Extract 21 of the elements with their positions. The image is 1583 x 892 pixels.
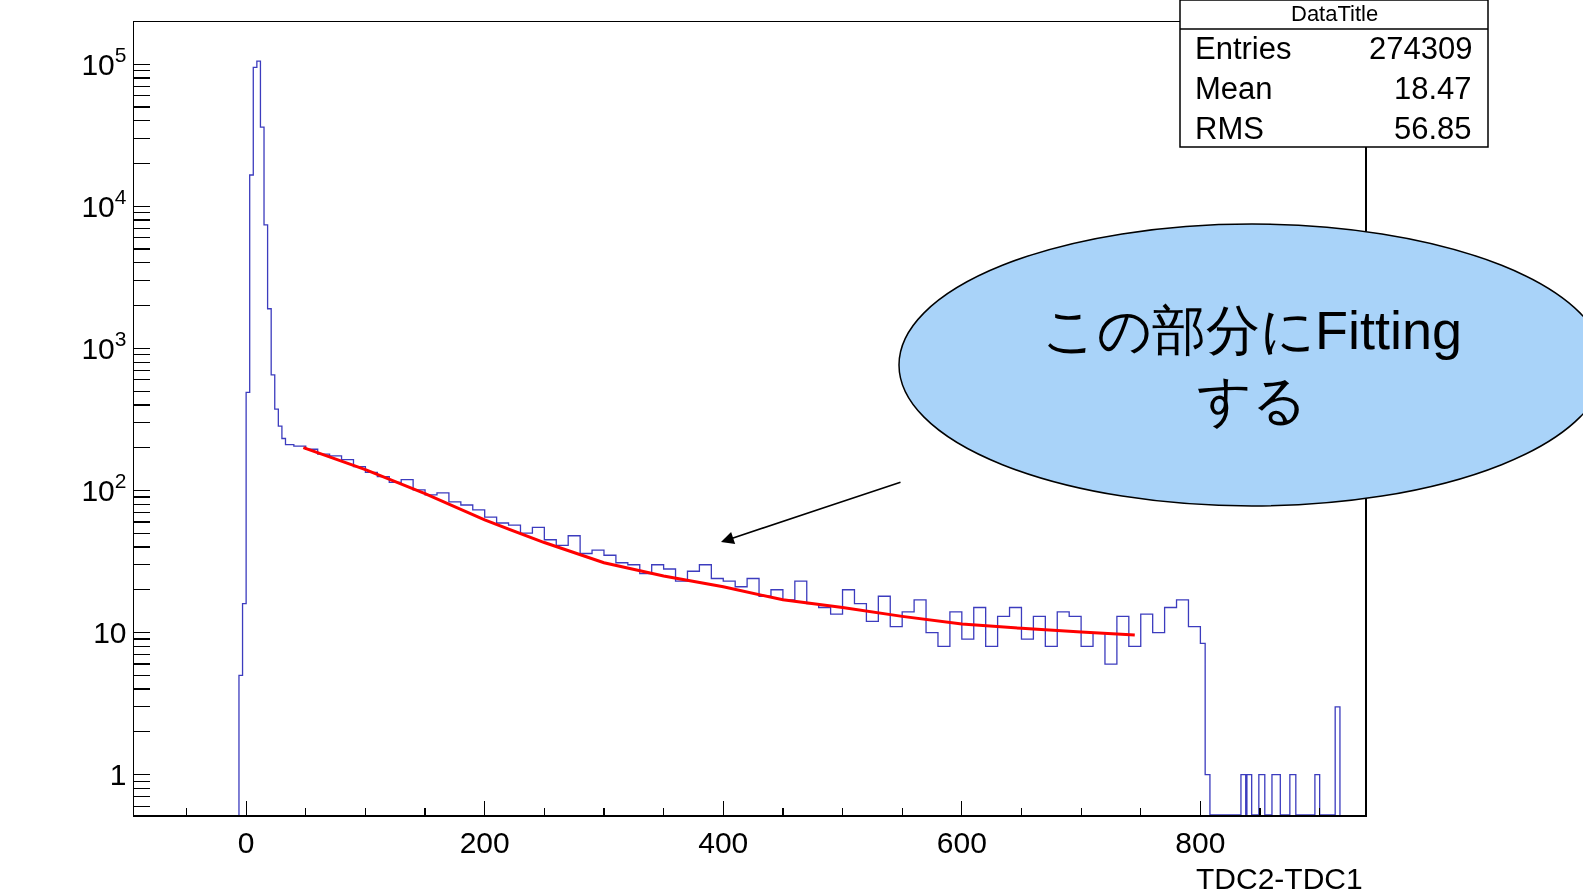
text: 18.47 xyxy=(1394,71,1472,106)
x-axis-title: TDC2-TDC1 xyxy=(1196,862,1363,892)
y-tick-label: 10 xyxy=(93,616,127,650)
y-tick-label: 10$^{5}$ xyxy=(81,43,127,81)
x-tick-label: 400 xyxy=(698,825,749,859)
x-tick-label: 800 xyxy=(1175,825,1226,859)
text: 56.85 xyxy=(1394,111,1472,146)
y-tick-label: 10$^{2}$ xyxy=(81,469,127,507)
annotation: DataTitle xyxy=(1291,1,1379,26)
x-tick-label: 200 xyxy=(459,825,510,859)
annotation: RMS xyxy=(1195,111,1264,146)
annotation: Entries xyxy=(1195,31,1292,66)
x-tick-label: 0 xyxy=(237,825,255,859)
line-series xyxy=(301,446,1137,637)
annotation: Mean xyxy=(1195,71,1273,106)
y-tick-label: 1 xyxy=(109,758,127,792)
text: 274309 xyxy=(1369,31,1473,66)
y-tick-label: 10$^{4}$ xyxy=(81,185,127,223)
y-tick-label: 10$^{3}$ xyxy=(81,327,127,365)
x-tick-label: 600 xyxy=(936,825,987,859)
annotation: この部分にFitting する xyxy=(1041,299,1463,431)
